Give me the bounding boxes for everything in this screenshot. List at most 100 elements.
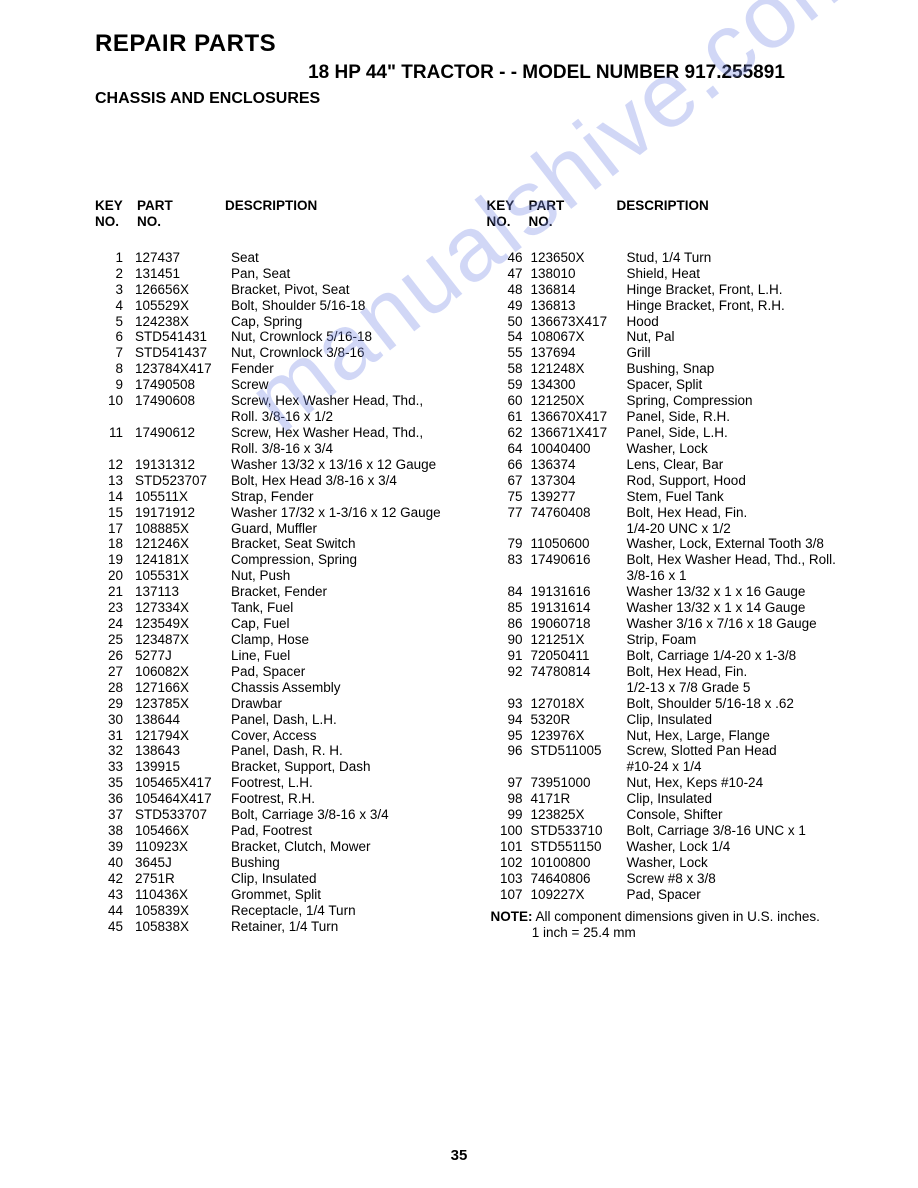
cell-part: 105529X (135, 298, 231, 314)
cell-key: 25 (95, 632, 135, 648)
cell-key: 24 (95, 616, 135, 632)
table-row: 27106082XPad, Spacer (95, 664, 467, 680)
cell-part: 137694 (531, 345, 627, 361)
header-key: KEY NO. (95, 198, 137, 230)
cell-key: 1 (95, 250, 135, 266)
cell-key: 96 (487, 743, 531, 759)
cell-key: 83 (487, 552, 531, 568)
table-row: 2131451Pan, Seat (95, 266, 467, 282)
cell-key: 42 (95, 871, 135, 887)
cell-part: 3645J (135, 855, 231, 871)
table-row: 62136671X417Panel, Side, L.H. (487, 425, 859, 441)
cell-description: Retainer, 1/4 Turn (231, 919, 467, 935)
cell-part: 5277J (135, 648, 231, 664)
table-row: 101STD551150Washer, Lock 1/4 (487, 839, 859, 855)
cell-key: 100 (487, 823, 531, 839)
table-row: 30138644Panel, Dash, L.H. (95, 712, 467, 728)
table-row: 10374640806Screw #8 x 3/8 (487, 871, 859, 887)
cell-part: 124181X (135, 552, 231, 568)
cell-key: 107 (487, 887, 531, 903)
right-body: 46123650XStud, 1/4 Turn47138010Shield, H… (487, 250, 859, 903)
cell-description: Bracket, Pivot, Seat (231, 282, 467, 298)
cell-description: Pan, Seat (231, 266, 467, 282)
table-row: 1519171912Washer 17/32 x 1-3/16 x 12 Gau… (95, 505, 467, 521)
table-row: 3126656XBracket, Pivot, Seat (95, 282, 467, 298)
cell-part: 72050411 (531, 648, 627, 664)
cell-key: 15 (95, 505, 135, 521)
cell-description: Bolt, Hex Head, Fin. (627, 664, 859, 680)
cell-description: Washer 13/32 x 13/16 x 12 Gauge (231, 457, 467, 473)
cell-description: Spacer, Split (627, 377, 859, 393)
table-row: 66136374Lens, Clear, Bar (487, 457, 859, 473)
cell-description: Bolt, Carriage 3/8-16 x 3/4 (231, 807, 467, 823)
cell-key: 44 (95, 903, 135, 919)
columns: KEY NO. PART NO. DESCRIPTION 1127437Seat… (95, 198, 858, 940)
cell-key: 103 (487, 871, 531, 887)
cell-description: Bolt, Hex Head, Fin. (627, 505, 859, 521)
cell-part: 106082X (135, 664, 231, 680)
cell-part: STD533707 (135, 807, 231, 823)
cell-description: Strap, Fender (231, 489, 467, 505)
table-row: 38105466XPad, Footrest (95, 823, 467, 839)
cell-description: Nut, Crownlock 5/16-18 (231, 329, 467, 345)
cell-key: 20 (95, 568, 135, 584)
cell-part: 10040400 (531, 441, 627, 457)
table-row: 29123785XDrawbar (95, 696, 467, 712)
table-row: 422751RClip, Insulated (95, 871, 467, 887)
cell-description: Nut, Hex, Keps #10-24 (627, 775, 859, 791)
cell-description: Stud, 1/4 Turn (627, 250, 859, 266)
cell-part: 139277 (531, 489, 627, 505)
cell-description: Bushing (231, 855, 467, 871)
cell-key: 5 (95, 314, 135, 330)
table-row: 75139277Stem, Fuel Tank (487, 489, 859, 505)
cell-description: Lens, Clear, Bar (627, 457, 859, 473)
cell-part: STD551150 (531, 839, 627, 855)
cell-key: 58 (487, 361, 531, 377)
page-number: 35 (0, 1147, 918, 1164)
cell-key: 47 (487, 266, 531, 282)
cell-description: Pad, Spacer (627, 887, 859, 903)
cell-description: #10-24 x 1/4 (627, 759, 859, 775)
cell-key: 3 (95, 282, 135, 298)
cell-part: 131451 (135, 266, 231, 282)
table-row: 24123549XCap, Fuel (95, 616, 467, 632)
cell-description: Bolt, Carriage 3/8-16 UNC x 1 (627, 823, 859, 839)
table-row: 917490508Screw (95, 377, 467, 393)
cell-key: 37 (95, 807, 135, 823)
table-row: 945320RClip, Insulated (487, 712, 859, 728)
table-row: 67137304Rod, Support, Hood (487, 473, 859, 489)
cell-part: 136813 (531, 298, 627, 314)
table-header: KEY NO. PART NO. DESCRIPTION (95, 198, 467, 230)
table-row: 8317490616Bolt, Hex Washer Head, Thd., R… (487, 552, 859, 568)
cell-part (531, 759, 627, 775)
cell-description: Clip, Insulated (627, 791, 859, 807)
cell-part: STD533710 (531, 823, 627, 839)
cell-key: 59 (487, 377, 531, 393)
note-label: NOTE: (491, 909, 533, 924)
cell-key: 95 (487, 728, 531, 744)
table-row: #10-24 x 1/4 (487, 759, 859, 775)
table-row: 7911050600Washer, Lock, External Tooth 3… (487, 536, 859, 552)
table-row: 984171RClip, Insulated (487, 791, 859, 807)
cell-key: 45 (95, 919, 135, 935)
cell-key: 75 (487, 489, 531, 505)
cell-part: 123487X (135, 632, 231, 648)
cell-description: Nut, Pal (627, 329, 859, 345)
table-row: 36105464X417Footrest, R.H. (95, 791, 467, 807)
right-column: KEY NO. PART NO. DESCRIPTION 46123650XSt… (487, 198, 859, 940)
cell-part: 19171912 (135, 505, 231, 521)
table-row: 3/8-16 x 1 (487, 568, 859, 584)
cell-description: Grommet, Split (231, 887, 467, 903)
cell-description: Receptacle, 1/4 Turn (231, 903, 467, 919)
cell-part: 127334X (135, 600, 231, 616)
left-body: 1127437Seat2131451Pan, Seat3126656XBrack… (95, 250, 467, 935)
table-row: 7STD541437Nut, Crownlock 3/8-16 (95, 345, 467, 361)
cell-part: 17490608 (135, 393, 231, 409)
cell-part: 138644 (135, 712, 231, 728)
cell-key: 84 (487, 584, 531, 600)
cell-key: 99 (487, 807, 531, 823)
cell-description: Bracket, Seat Switch (231, 536, 467, 552)
table-row: 5124238XCap, Spring (95, 314, 467, 330)
table-row: 9274780814Bolt, Hex Head, Fin. (487, 664, 859, 680)
table-row: 45105838XRetainer, 1/4 Turn (95, 919, 467, 935)
